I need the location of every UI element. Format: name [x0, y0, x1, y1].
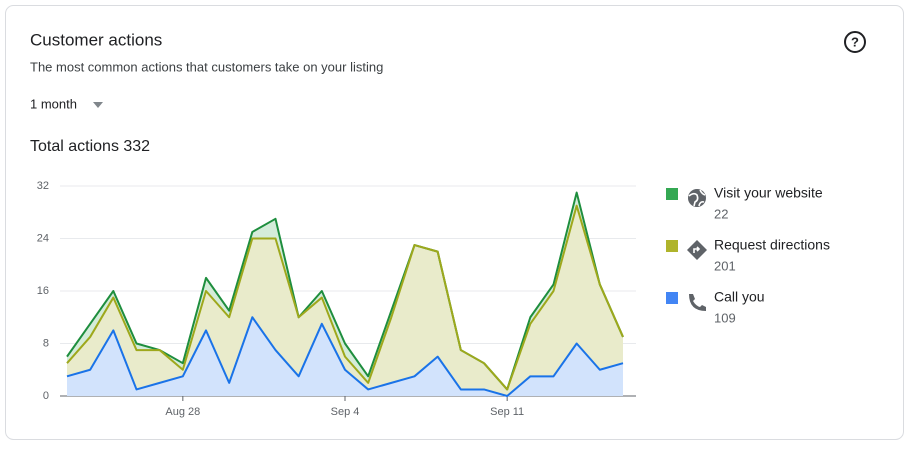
arrow [693, 246, 701, 253]
y-tick-label: 24 [37, 232, 49, 244]
period-label[interactable]: 1 month [30, 96, 77, 111]
legend-swatch [666, 240, 678, 252]
legend-swatch [666, 292, 678, 304]
legend-label: Request directions [714, 237, 830, 253]
area-fill [67, 317, 623, 396]
legend-label: Visit your website [714, 185, 823, 201]
directions-icon [687, 240, 707, 260]
phone-icon [689, 294, 706, 311]
x-tick-label: Sep 4 [331, 406, 360, 418]
x-tick-label: Sep 11 [490, 406, 524, 418]
card-subtitle: The most common actions that customers t… [30, 59, 383, 74]
help-button[interactable]: ? [844, 31, 866, 53]
phone [689, 294, 706, 311]
legend-count: 201 [714, 258, 736, 273]
legend-count: 109 [714, 310, 736, 325]
series-line [66, 316, 624, 397]
legend-swatch [666, 188, 678, 200]
card-title: Customer actions [30, 30, 162, 49]
series-line [66, 204, 624, 391]
legend: Visit your website 22 Request directions 20… [666, 185, 830, 325]
y-tick-label: 8 [43, 337, 49, 349]
globe-lines [688, 189, 706, 207]
y-tick-label: 0 [43, 390, 49, 402]
y-tick-label: 16 [37, 285, 49, 297]
plot: 0 8 16 24 32 Aug 28 Sep 4 Sep 11 [37, 180, 636, 418]
globe-icon [688, 189, 706, 207]
legend-label: Call you [714, 289, 765, 305]
area-fill [67, 192, 623, 390]
y-tick-label: 32 [37, 180, 49, 192]
dropdown-arrow[interactable] [93, 102, 103, 108]
help-icon[interactable] [844, 31, 866, 53]
total-actions: Total actions 332 [30, 138, 150, 155]
legend-count: 22 [714, 206, 728, 221]
period-select[interactable]: 1 month [30, 96, 103, 111]
x-tick-label: Aug 28 [165, 406, 200, 418]
help-mark[interactable]: ? [851, 34, 859, 49]
